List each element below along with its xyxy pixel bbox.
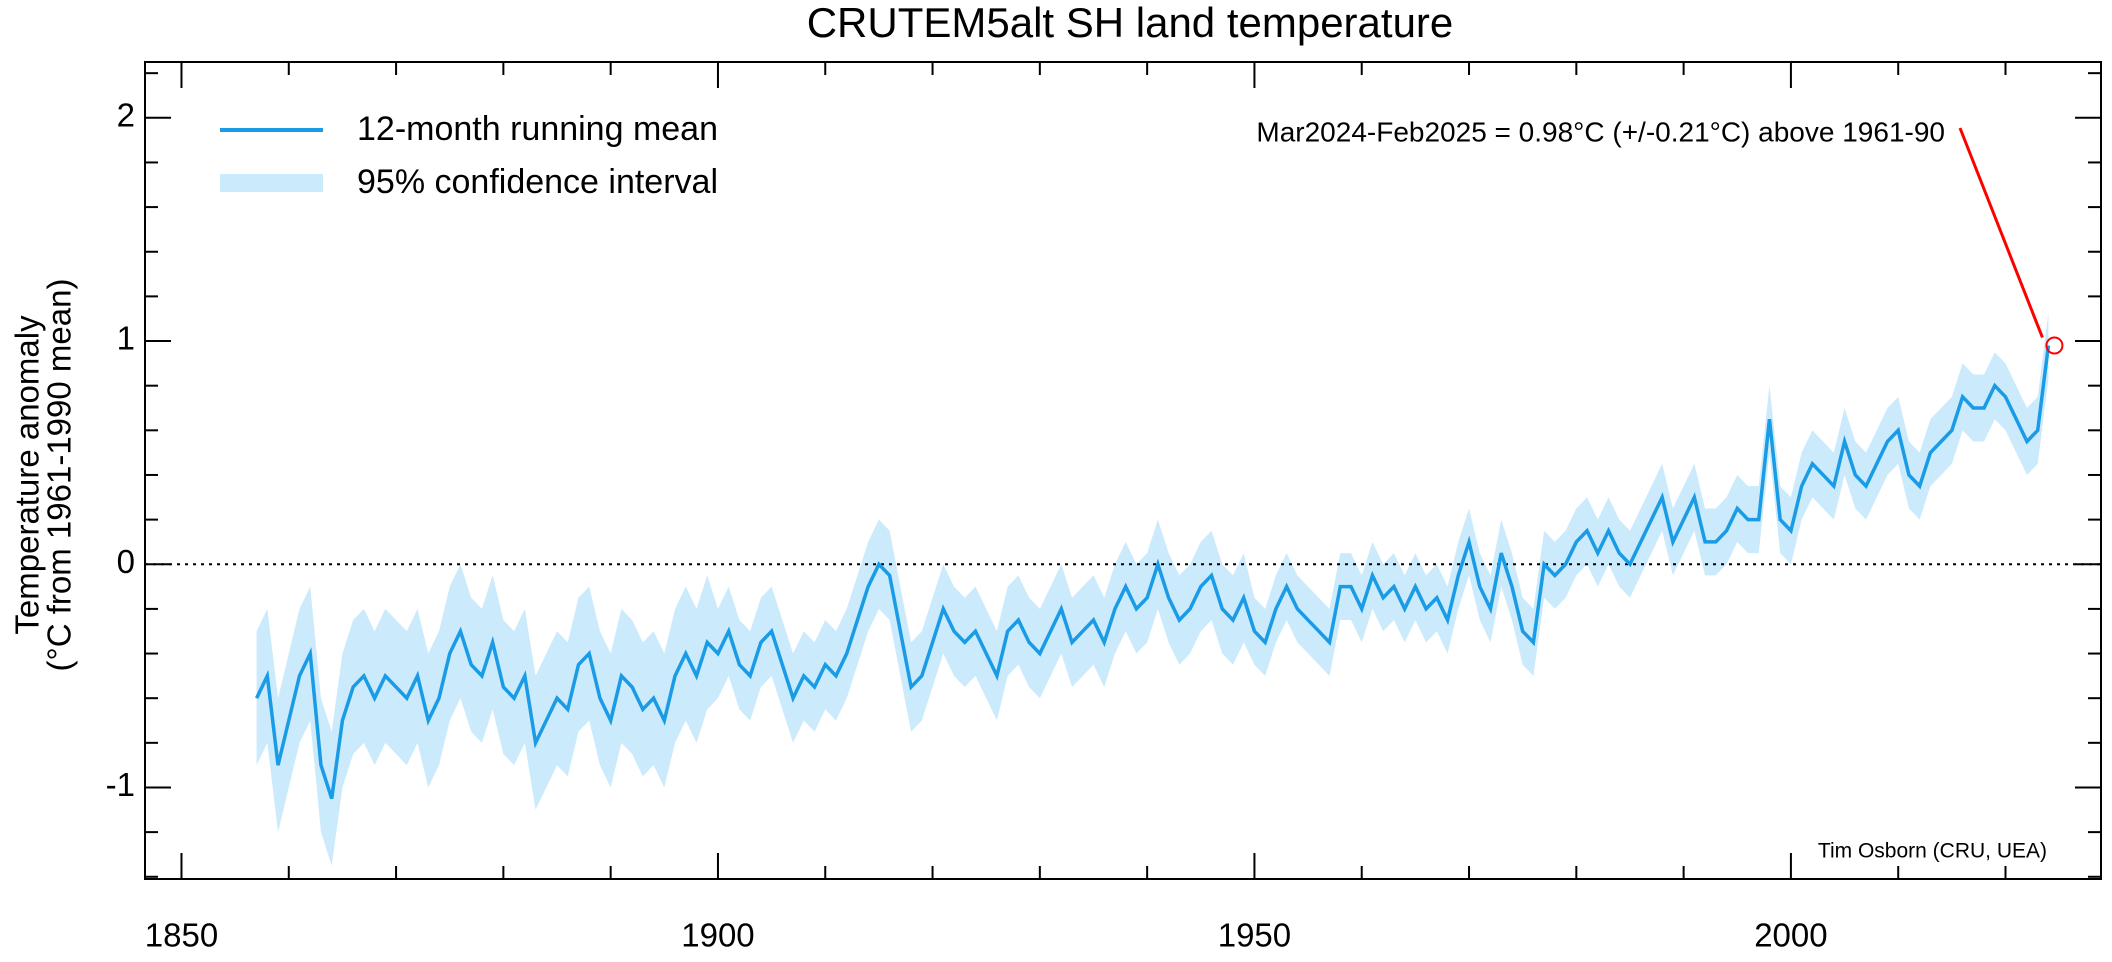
legend-swatch xyxy=(220,174,323,192)
chart-title: CRUTEM5alt SH land temperature xyxy=(807,0,1454,46)
x-tick-label: 1900 xyxy=(681,917,754,954)
plot-frame xyxy=(144,61,2102,880)
legend-label: 12-month running mean xyxy=(357,110,718,148)
y-tick-label: 2 xyxy=(117,97,135,134)
annotation: Mar2024-Feb2025 = 0.98°C (+/-0.21°C) abo… xyxy=(1256,116,1945,147)
confidence-band xyxy=(256,312,2049,866)
legend-label: 95% confidence interval xyxy=(357,163,718,201)
x-tick-label: 1950 xyxy=(1218,917,1291,954)
x-tick-label: 1850 xyxy=(145,917,218,954)
x-tick-label: 2000 xyxy=(1754,917,1827,954)
credit: Tim Osborn (CRU, UEA) xyxy=(1818,840,2047,863)
y-tick-label: -1 xyxy=(106,766,135,803)
annotation-pointer xyxy=(1958,127,2044,339)
y-tick-label: 1 xyxy=(117,320,135,357)
y-axis-label: (°C from 1961-1990 mean) xyxy=(41,279,78,672)
running-mean-line xyxy=(255,345,2051,800)
y-axis-label: Temperature anomaly xyxy=(9,315,46,635)
highlight-marker xyxy=(2045,336,2064,355)
y-tick-label: 0 xyxy=(117,543,135,580)
